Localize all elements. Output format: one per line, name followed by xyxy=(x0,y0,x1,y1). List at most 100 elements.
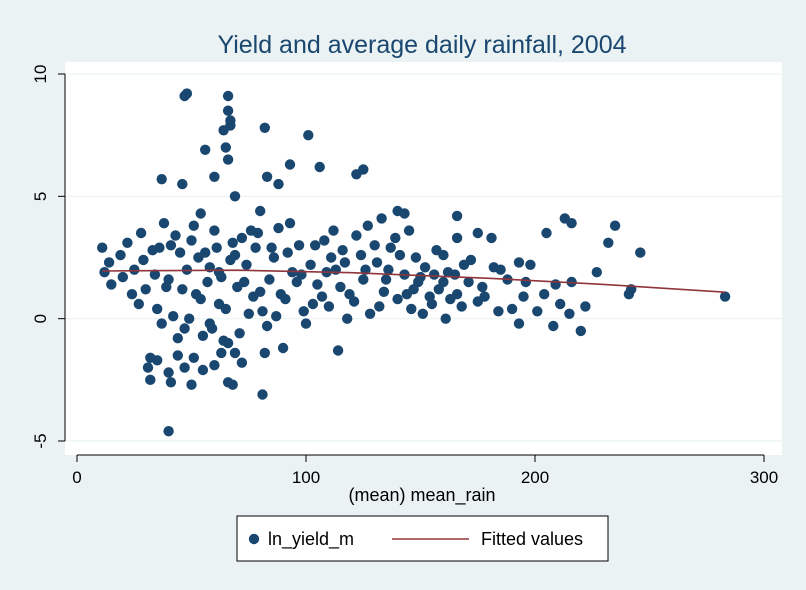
scatter-point-9 xyxy=(220,142,231,153)
scatter-point-7 xyxy=(259,122,270,133)
scatter-point-23 xyxy=(255,205,266,217)
scatter-point-88 xyxy=(163,426,174,437)
y-tick-label--5: -5 xyxy=(31,433,50,448)
scatter-point-117 xyxy=(250,242,261,253)
scatter-point-86 xyxy=(227,379,238,390)
scatter-point-90 xyxy=(99,267,110,278)
legend-label-fitted: Fitted values xyxy=(481,529,583,549)
scatter-point-94 xyxy=(117,271,128,283)
fitted-line xyxy=(102,269,726,293)
scatter-point-96 xyxy=(129,264,140,275)
scatter-point-100 xyxy=(152,303,163,315)
scatter-point-193 xyxy=(161,281,172,293)
scatter-point-130 xyxy=(330,264,341,275)
scatter-point-72 xyxy=(142,362,154,373)
scatter-point-27 xyxy=(376,213,387,224)
scatter-point-29 xyxy=(566,218,577,229)
scatter-point-3 xyxy=(222,105,234,116)
scatter-point-58 xyxy=(555,298,566,310)
scatter-point-209 xyxy=(284,218,296,229)
scatter-point-148 xyxy=(463,276,474,288)
scatter-point-204 xyxy=(239,276,250,288)
scatter-point-205 xyxy=(245,225,257,236)
scatter-point-63 xyxy=(440,313,451,324)
scatter-point-172 xyxy=(271,311,282,322)
scatter-point-12 xyxy=(284,159,296,170)
scatter-point-194 xyxy=(165,240,177,251)
scatter-point-146 xyxy=(442,267,454,278)
scatter-point-220 xyxy=(408,284,419,295)
scatter-point-17 xyxy=(156,174,167,185)
scatter-point-67 xyxy=(332,345,344,356)
scatter-point-126 xyxy=(305,259,316,270)
scatter-point-97 xyxy=(135,227,147,239)
scatter-point-70 xyxy=(172,350,183,361)
scatter-point-73 xyxy=(163,367,174,378)
scatter-point-207 xyxy=(266,242,277,253)
scatter-point-101 xyxy=(158,218,170,229)
scatter-point-75 xyxy=(197,364,209,376)
scatter-point-203 xyxy=(229,249,241,261)
scatter-point-95 xyxy=(122,237,133,248)
scatter-point-138 xyxy=(385,242,396,253)
scatter-point-124 xyxy=(293,240,305,251)
scatter-point-32 xyxy=(472,227,483,239)
scatter-point-197 xyxy=(188,220,199,231)
scatter-point-54 xyxy=(518,291,529,302)
scatter-point-74 xyxy=(179,362,190,373)
scatter-point-131 xyxy=(337,245,348,256)
scatter-point-34 xyxy=(451,232,463,244)
scatter-point-147 xyxy=(456,301,467,312)
chart-title: Yield and average daily rainfall, 2004 xyxy=(217,31,626,59)
fitted-line-layer xyxy=(102,269,726,293)
plot-area xyxy=(65,62,782,455)
x-axis-title: (mean) mean_rain xyxy=(348,485,495,506)
scatter-point-182 xyxy=(362,220,373,231)
scatter-point-20 xyxy=(273,178,284,190)
scatter-point-98 xyxy=(140,284,151,295)
scatter-point-214 xyxy=(339,257,351,268)
scatter-point-139 xyxy=(392,293,403,305)
y-tick-label-10: 10 xyxy=(31,65,50,84)
scatter-point-71 xyxy=(188,352,199,363)
scatter-point-154 xyxy=(138,254,149,266)
scatter-point-166 xyxy=(227,237,238,248)
scatter-point-80 xyxy=(259,347,270,359)
scatter-point-137 xyxy=(378,286,390,297)
scatter-point-158 xyxy=(177,284,188,295)
legend-marker-scatter xyxy=(248,533,260,545)
scatter-point-45 xyxy=(591,267,602,278)
scatter-point-10 xyxy=(200,144,211,155)
scatter-point-83 xyxy=(165,377,177,388)
scatter-points xyxy=(97,88,731,437)
scatter-point-149 xyxy=(479,291,490,302)
scatter-point-185 xyxy=(390,232,401,244)
scatter-point-55 xyxy=(623,289,635,300)
scatter-point-108 xyxy=(197,330,209,341)
scatter-point-183 xyxy=(374,301,385,312)
scatter-point-119 xyxy=(261,320,273,332)
scatter-point-195 xyxy=(172,333,183,344)
scatter-point-218 xyxy=(380,274,392,285)
scatter-point-59 xyxy=(580,301,591,312)
scatter-point-188 xyxy=(417,308,428,319)
scatter-point-76 xyxy=(209,360,220,371)
scatter-point-153 xyxy=(133,298,144,310)
scatter-point-161 xyxy=(202,276,213,288)
scatter-point-89 xyxy=(97,242,108,253)
scatter-point-221 xyxy=(424,291,435,302)
scatter-point-61 xyxy=(532,306,543,317)
scatter-point-26 xyxy=(451,210,463,222)
scatter-point-178 xyxy=(326,252,337,263)
scatter-point-39 xyxy=(438,249,449,261)
legend-label-scatter: ln_yield_m xyxy=(268,529,354,550)
scatter-point-44 xyxy=(495,264,506,275)
scatter-point-35 xyxy=(486,232,497,244)
scatter-point-81 xyxy=(277,342,289,354)
scatter-point-187 xyxy=(410,252,422,263)
scatter-point-176 xyxy=(310,240,321,251)
scatter-point-156 xyxy=(156,318,167,329)
scatter-point-171 xyxy=(264,274,275,285)
